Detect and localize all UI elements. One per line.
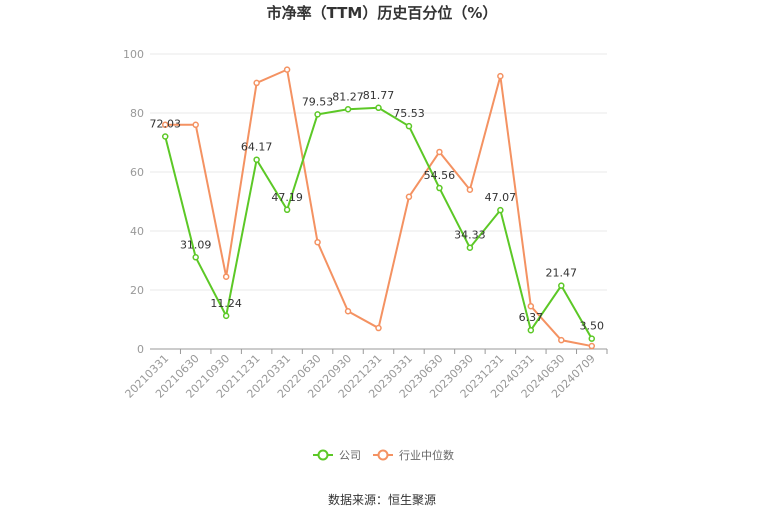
data-label: 75.53	[393, 107, 425, 120]
data-point[interactable]	[344, 307, 352, 315]
series-company	[161, 104, 596, 342]
legend-item-industry[interactable]: 行业中位数	[373, 448, 454, 462]
y-tick-label: 40	[130, 225, 144, 238]
legend-industry-label: 行业中位数	[399, 448, 454, 462]
data-point[interactable]	[314, 111, 321, 118]
y-tick-label: 80	[130, 107, 144, 120]
data-point[interactable]	[253, 156, 260, 163]
data-point[interactable]	[588, 342, 596, 350]
data-label: 21.47	[546, 267, 578, 280]
data-point[interactable]	[558, 282, 565, 289]
data-label: 31.09	[180, 238, 212, 251]
data-label: 47.07	[485, 191, 517, 204]
data-point[interactable]	[497, 72, 504, 80]
data-point[interactable]	[344, 106, 352, 113]
data-point[interactable]	[314, 238, 321, 246]
data-point[interactable]	[436, 148, 443, 156]
data-point[interactable]	[253, 79, 260, 87]
data-labels: 72.03 31.09 11.24 64.17 47.19 79.5381.2781.77…	[149, 89, 604, 333]
data-point[interactable]	[405, 122, 413, 130]
legend-item-company[interactable]: 公司	[313, 449, 361, 462]
data-label: 81.77	[363, 89, 395, 102]
data-label: 54.56	[424, 169, 456, 182]
legend[interactable]: 公司 行业中位数	[313, 448, 454, 462]
chart-title: 市净率（TTM）历史百分位（%）	[267, 4, 498, 22]
y-tick-label: 0	[137, 343, 144, 356]
data-label: 11.24	[210, 297, 242, 310]
legend-company-marker	[317, 449, 329, 461]
y-tick-label: 100	[123, 48, 144, 61]
data-label: 3.50	[580, 320, 605, 333]
data-point[interactable]	[222, 273, 230, 280]
data-point[interactable]	[527, 302, 535, 310]
data-label: 81.27	[332, 90, 364, 103]
data-point[interactable]	[497, 206, 504, 214]
series-industry	[161, 66, 596, 350]
data-point[interactable]	[283, 206, 291, 214]
data-point[interactable]	[222, 312, 230, 320]
data-point[interactable]	[161, 121, 169, 129]
data-label: 72.03	[149, 118, 181, 131]
legend-industry-marker	[377, 449, 389, 461]
data-point[interactable]	[436, 184, 443, 192]
data-point[interactable]	[161, 133, 169, 140]
series	[161, 66, 596, 350]
y-tick-label: 20	[130, 284, 144, 297]
data-point[interactable]	[405, 193, 413, 201]
data-label: 6.37	[519, 311, 544, 324]
gridlines	[150, 53, 607, 291]
data-label: 64.17	[241, 141, 273, 154]
data-point[interactable]	[466, 186, 474, 193]
data-source: 数据来源：恒生聚源	[328, 492, 436, 507]
data-label: 34.33	[454, 229, 486, 242]
data-point[interactable]	[192, 254, 199, 261]
data-point[interactable]	[558, 336, 565, 344]
data-point[interactable]	[192, 121, 199, 129]
data-point[interactable]	[527, 326, 535, 334]
data-point[interactable]	[375, 324, 382, 332]
data-label: 79.53	[302, 95, 334, 108]
data-point[interactable]	[283, 66, 291, 73]
data-point[interactable]	[466, 244, 474, 251]
data-label: 47.19	[271, 191, 303, 204]
data-point[interactable]	[588, 335, 596, 342]
y-tick-label: 60	[130, 166, 144, 179]
legend-company-label: 公司	[339, 449, 361, 462]
data-point[interactable]	[375, 104, 382, 112]
